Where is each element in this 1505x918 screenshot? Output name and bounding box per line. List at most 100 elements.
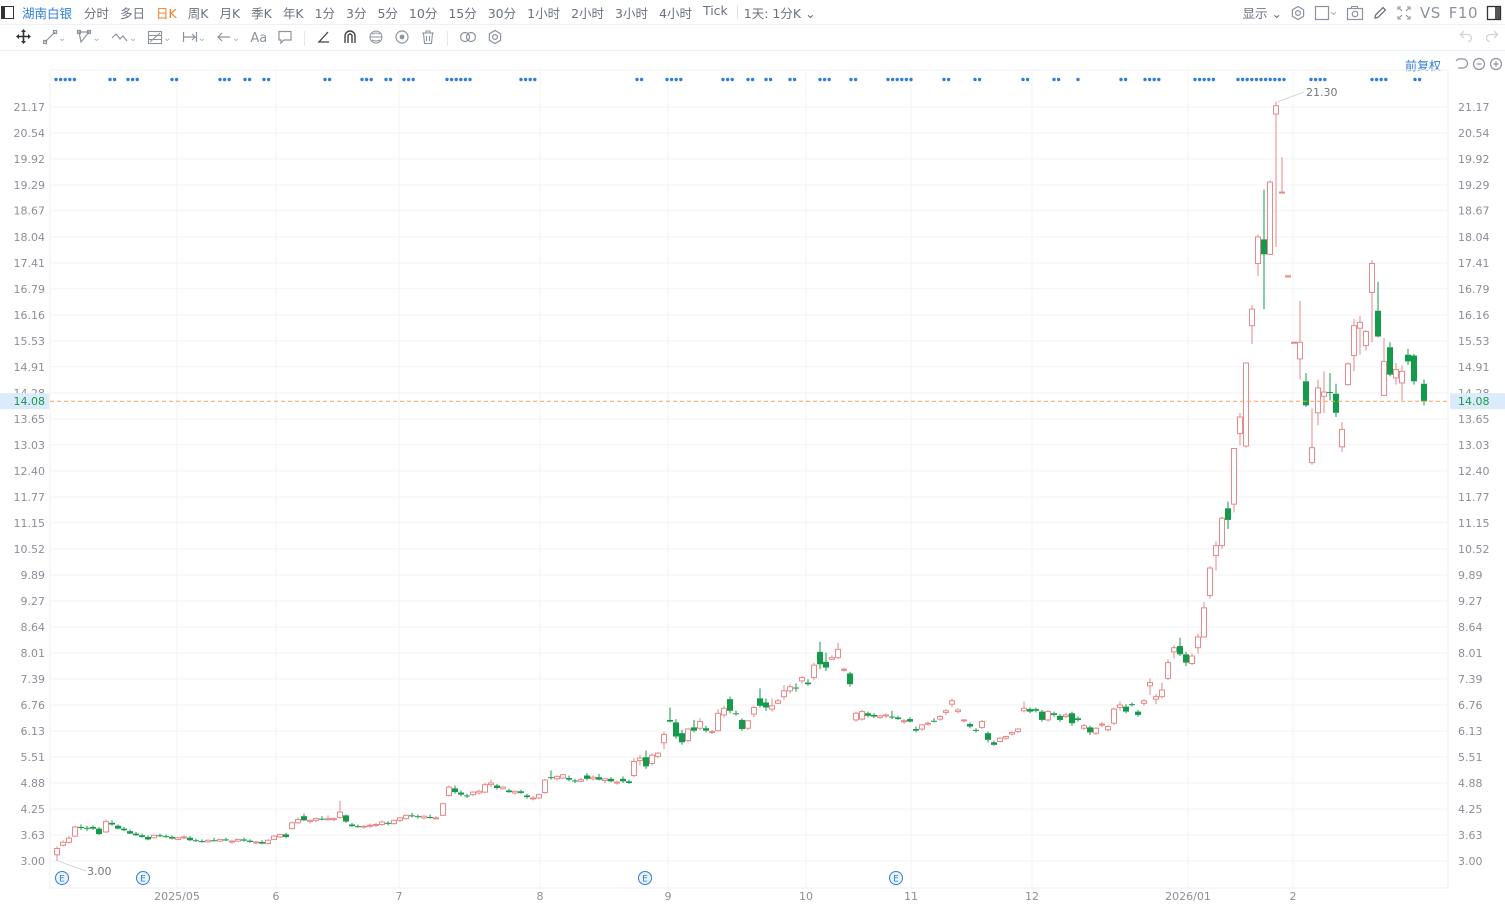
- candle[interactable]: [554, 775, 560, 781]
- candle[interactable]: [103, 819, 109, 833]
- candle[interactable]: [440, 802, 446, 817]
- candle[interactable]: [1297, 300, 1303, 380]
- candle[interactable]: [1207, 566, 1213, 599]
- pencil-icon[interactable]: [1372, 5, 1388, 21]
- kline-setting-dropdown[interactable]: 1天: 1分K ⌄: [744, 3, 816, 22]
- info-dot-marker[interactable]: [262, 77, 266, 82]
- info-dot-marker[interactable]: [1323, 77, 1327, 82]
- info-dot-marker[interactable]: [635, 77, 639, 82]
- info-dot-marker[interactable]: [266, 77, 271, 82]
- info-dot-marker[interactable]: [72, 77, 77, 82]
- candle[interactable]: [181, 835, 187, 840]
- candle[interactable]: [985, 731, 991, 743]
- candle[interactable]: [1267, 180, 1273, 256]
- info-dot-marker[interactable]: [750, 77, 755, 82]
- candle[interactable]: [1141, 699, 1147, 706]
- candle[interactable]: [955, 708, 961, 714]
- info-dot-marker[interactable]: [1021, 77, 1025, 82]
- info-dot-marker[interactable]: [454, 77, 458, 82]
- period-tab[interactable]: 年K: [282, 5, 304, 21]
- info-dot-marker[interactable]: [788, 77, 792, 82]
- candle[interactable]: [78, 824, 84, 830]
- candle[interactable]: [667, 707, 673, 723]
- candle[interactable]: [1057, 714, 1063, 722]
- candle[interactable]: [1111, 707, 1117, 725]
- candle[interactable]: [751, 705, 757, 718]
- candle[interactable]: [1339, 421, 1345, 452]
- candle[interactable]: [626, 779, 632, 784]
- candle[interactable]: [175, 836, 181, 841]
- candle[interactable]: [943, 709, 949, 715]
- candle[interactable]: [1015, 728, 1021, 734]
- camera-icon[interactable]: [1346, 5, 1364, 21]
- candle[interactable]: [1081, 724, 1087, 730]
- candle[interactable]: [859, 709, 865, 721]
- candle[interactable]: [458, 790, 464, 797]
- candle[interactable]: [566, 775, 572, 782]
- info-dot-marker[interactable]: [1245, 77, 1249, 82]
- info-dot-marker[interactable]: [853, 77, 858, 82]
- candle[interactable]: [572, 778, 578, 783]
- candle[interactable]: [679, 729, 685, 745]
- show-drawings-tool[interactable]: [391, 28, 413, 48]
- candle[interactable]: [289, 821, 295, 830]
- info-dot-marker[interactable]: [1152, 77, 1156, 82]
- candle[interactable]: [1099, 721, 1105, 728]
- candle[interactable]: [1243, 362, 1249, 448]
- info-dot-marker[interactable]: [1417, 77, 1422, 82]
- candle[interactable]: [1039, 709, 1045, 722]
- candle[interactable]: [817, 641, 823, 670]
- candle[interactable]: [1399, 365, 1405, 401]
- info-dot-marker[interactable]: [768, 77, 773, 82]
- candle[interactable]: [1165, 659, 1171, 681]
- candle[interactable]: [637, 754, 643, 766]
- candle[interactable]: [145, 835, 151, 841]
- candle[interactable]: [949, 698, 955, 708]
- candle[interactable]: [518, 789, 524, 794]
- candle[interactable]: [590, 775, 596, 781]
- stock-name[interactable]: 湖南白银: [22, 5, 73, 21]
- candle[interactable]: [841, 667, 847, 672]
- candle[interactable]: [229, 840, 235, 844]
- info-dot-marker[interactable]: [721, 77, 725, 82]
- info-dot-marker[interactable]: [730, 77, 734, 82]
- candle[interactable]: [403, 814, 409, 820]
- info-dot-marker[interactable]: [946, 77, 951, 82]
- candle[interactable]: [379, 820, 385, 826]
- candle[interactable]: [199, 839, 205, 843]
- candle[interactable]: [1135, 709, 1141, 717]
- candle[interactable]: [385, 821, 391, 826]
- info-dot-marker[interactable]: [523, 77, 528, 82]
- candle[interactable]: [1363, 329, 1369, 351]
- candle[interactable]: [1327, 372, 1333, 401]
- candle[interactable]: [313, 817, 319, 822]
- info-dot-marker[interactable]: [1123, 77, 1128, 82]
- info-dot-marker[interactable]: [369, 77, 373, 82]
- candle[interactable]: [542, 778, 548, 794]
- candle[interactable]: [643, 750, 649, 769]
- candle[interactable]: [253, 841, 259, 845]
- info-dot-marker[interactable]: [890, 77, 895, 82]
- info-dot-marker[interactable]: [247, 77, 252, 82]
- info-dot-marker[interactable]: [1250, 77, 1254, 82]
- candle[interactable]: [1171, 645, 1177, 659]
- info-dot-marker[interactable]: [135, 77, 139, 82]
- candle[interactable]: [1021, 701, 1027, 713]
- candle[interactable]: [757, 688, 763, 708]
- candle[interactable]: [187, 836, 193, 842]
- candle[interactable]: [1177, 637, 1183, 657]
- candle[interactable]: [1213, 541, 1219, 571]
- candle[interactable]: [163, 834, 169, 838]
- candle[interactable]: [139, 833, 145, 838]
- period-tab[interactable]: 3小时: [615, 5, 648, 21]
- candle[interactable]: [60, 840, 66, 847]
- info-dot-marker[interactable]: [977, 77, 982, 82]
- info-dot-marker[interactable]: [746, 77, 750, 82]
- candle[interactable]: [265, 839, 271, 845]
- candle[interactable]: [1249, 304, 1255, 344]
- wave-tool-dropdown[interactable]: ⌄: [108, 28, 140, 48]
- info-dot-marker[interactable]: [528, 77, 532, 82]
- info-dot-marker[interactable]: [402, 77, 406, 82]
- candle[interactable]: [1027, 707, 1033, 714]
- candle[interactable]: [1273, 101, 1279, 247]
